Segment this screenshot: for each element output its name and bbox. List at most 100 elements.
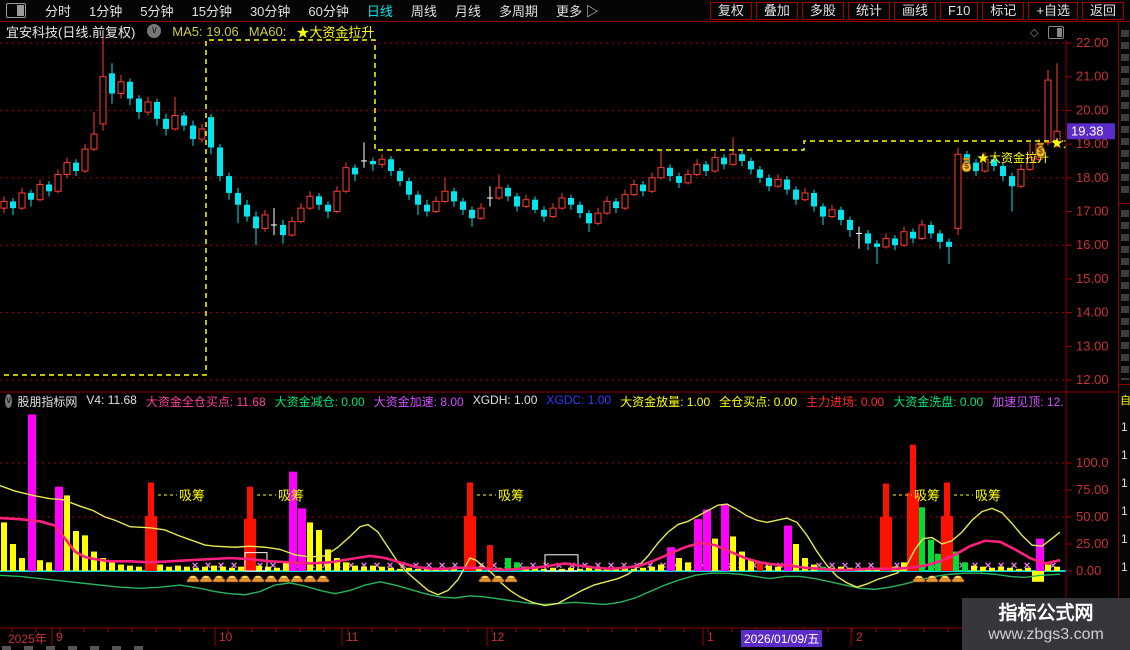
svg-text:吸筹: 吸筹 [278, 488, 304, 503]
window-pane-icon[interactable] [6, 3, 26, 18]
tool-button[interactable]: 叠加 [755, 1, 798, 20]
svg-text:✕: ✕ [854, 561, 862, 571]
divider [1119, 203, 1130, 204]
svg-text:✕: ✕ [477, 561, 485, 571]
svg-text:22.00: 22.00 [1076, 35, 1109, 50]
svg-text:13.00: 13.00 [1076, 338, 1109, 353]
period-tab[interactable]: 分时 [45, 4, 72, 19]
svg-text:14.00: 14.00 [1076, 305, 1109, 320]
period-tab[interactable]: 30分钟 [249, 4, 291, 19]
svg-text:✕: ✕ [828, 561, 836, 571]
split-pane-icon[interactable] [1048, 25, 1065, 39]
tool-button[interactable]: +自选 [1028, 1, 1078, 20]
indicator-value: 主力进场: 0.00 [806, 394, 885, 409]
date-axis-label: 12 [491, 630, 505, 644]
diamond-icon[interactable]: ◇ [1030, 26, 1039, 39]
quote-number[interactable]: 1 [1121, 476, 1128, 490]
svg-text:12.00: 12.00 [1076, 372, 1109, 387]
date-axis[interactable]: 2025年 9 10 11 12 1 2026/01/09/五 2 [0, 629, 1117, 647]
period-tab[interactable]: 月线 [454, 4, 481, 19]
indicator-value: 加速见顶: 12.22 [992, 394, 1064, 409]
indicator-values: V4: 11.68 大资金全仓买点: 11.68 大资金减仓: 0.00 大资金加速:… [86, 393, 1064, 409]
svg-text:✕: ✕ [386, 561, 394, 571]
svg-text:16.00: 16.00 [1076, 237, 1109, 252]
svg-text:100.0: 100.0 [1076, 455, 1109, 470]
quote-number[interactable]: 1 [1121, 448, 1128, 462]
svg-text:19.38: 19.38 [1071, 123, 1104, 138]
svg-text:✕: ✕ [217, 561, 225, 571]
svg-text:25.00: 25.00 [1076, 536, 1109, 551]
signal-label: ★大资金拉升 [296, 24, 375, 40]
date-axis-label: 2025年 [8, 632, 47, 646]
tool-button[interactable]: 多股 [801, 1, 844, 20]
svg-text:吸筹: 吸筹 [498, 488, 524, 503]
tool-button[interactable]: 返回 [1081, 1, 1124, 20]
svg-text:✕: ✕ [1010, 561, 1018, 571]
svg-text:吸筹: 吸筹 [914, 488, 940, 503]
period-tab[interactable]: 日线 [366, 4, 393, 19]
indicator-value: 大资金加速: 8.00 [373, 394, 464, 409]
chevron-down-icon[interactable]: ∨ [5, 394, 13, 408]
tool-button[interactable]: 统计 [847, 1, 890, 20]
svg-text:✕: ✕ [984, 561, 992, 571]
svg-text:✕: ✕ [373, 561, 381, 571]
vertical-tab-text[interactable] [1121, 30, 1129, 198]
period-tab[interactable]: 1分钟 [89, 4, 123, 19]
svg-text:✕: ✕ [438, 561, 446, 571]
indicator-value: XGDH: 1.00 [472, 393, 538, 407]
side-tab-label[interactable]: 自 [1120, 395, 1130, 407]
svg-text:✕: ✕ [815, 561, 823, 571]
subwindow-icons: ◇ [1030, 25, 1090, 39]
svg-text:吸筹: 吸筹 [179, 488, 205, 503]
symbol-title: 宜安科技(日线.前复权) [6, 24, 136, 40]
svg-text:✕: ✕ [607, 561, 615, 571]
tool-button[interactable]: 复权 [709, 1, 752, 20]
period-tab[interactable]: 15分钟 [191, 4, 232, 19]
svg-text:✕: ✕ [867, 561, 875, 571]
svg-text:21.00: 21.00 [1076, 69, 1109, 84]
svg-text:75.00: 75.00 [1076, 482, 1109, 497]
svg-text:✕: ✕ [425, 561, 433, 571]
svg-text:15.00: 15.00 [1076, 271, 1109, 286]
svg-text:✕: ✕ [646, 561, 654, 571]
date-axis-label: 9 [56, 630, 63, 644]
vertical-tab-text[interactable] [1121, 210, 1129, 380]
svg-text:✕: ✕ [230, 561, 238, 571]
right-side-strip[interactable]: 自 1 1 1 1 1 1 [1118, 0, 1130, 650]
svg-text:✕: ✕ [191, 561, 199, 571]
chevron-down-icon[interactable]: ∨ [147, 24, 162, 38]
quote-number[interactable]: 1 [1121, 504, 1128, 518]
quote-number[interactable]: 1 [1121, 420, 1128, 434]
period-tab[interactable]: 周线 [410, 4, 437, 19]
svg-text:★大资金拉升: ★大资金拉升 [1051, 135, 1123, 150]
indicator-header: ∨ 股朋指标网 V4: 11.68 大资金全仓买点: 11.68 大资金减仓: 0.… [0, 393, 1064, 409]
svg-text:✕: ✕ [347, 561, 355, 571]
svg-text:★大资金拉升: ★大资金拉升 [977, 150, 1049, 165]
quote-number[interactable]: 1 [1121, 560, 1128, 574]
period-tab[interactable]: 5分钟 [140, 4, 174, 19]
cutoff-panel-sliver [2, 646, 152, 650]
date-cursor-label: 2026/01/09/五 [741, 630, 823, 647]
svg-text:✕: ✕ [1049, 561, 1057, 571]
tool-button[interactable]: 画线 [893, 1, 936, 20]
period-tab[interactable]: 更多 ▷ [555, 4, 599, 19]
svg-text:✕: ✕ [490, 561, 498, 571]
tool-button[interactable]: 标记 [982, 1, 1025, 20]
svg-text:✕: ✕ [451, 561, 459, 571]
svg-text:✕: ✕ [399, 561, 407, 571]
date-axis-label: 1 [707, 630, 714, 644]
quote-number[interactable]: 1 [1121, 532, 1128, 546]
svg-text:✕: ✕ [1023, 561, 1031, 571]
tool-menu: 复权 叠加 多股 统计 画线 F10 标记 +自选 返回 [708, 1, 1130, 20]
indicator-value: V4: 11.68 [86, 393, 137, 407]
svg-text:✕: ✕ [594, 561, 602, 571]
period-tab[interactable]: 多周期 [498, 4, 538, 19]
tool-button[interactable]: F10 [939, 1, 979, 20]
svg-text:19.00: 19.00 [1076, 136, 1109, 151]
svg-text:20.00: 20.00 [1076, 102, 1109, 117]
chart-title-bar: 宜安科技(日线.前复权) ∨ MA5: 19.06 MA60: ★大资金拉升 [0, 22, 1060, 40]
divider [1119, 384, 1130, 385]
period-tab[interactable]: 60分钟 [308, 4, 349, 19]
